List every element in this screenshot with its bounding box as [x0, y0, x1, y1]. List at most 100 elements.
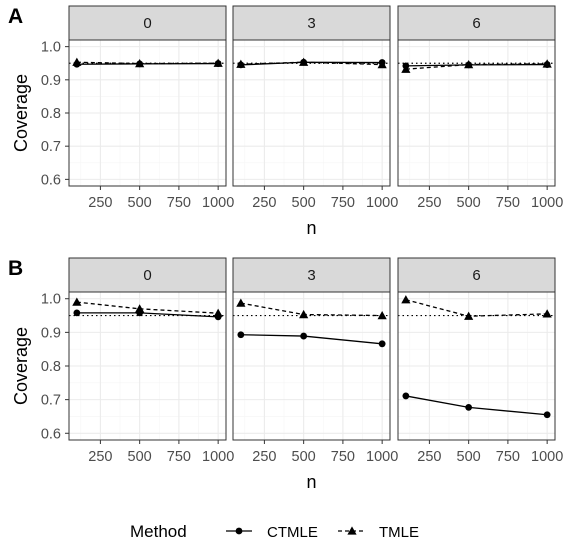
data-point-tmle	[236, 59, 246, 68]
x-tick-label: 750	[331, 195, 355, 211]
x-tick-label: 500	[457, 195, 481, 211]
x-tick-label: 250	[88, 449, 112, 465]
data-point-ctmle	[543, 411, 551, 419]
y-tick-label: 0.6	[41, 426, 61, 442]
data-point-ctmle	[465, 403, 473, 411]
facet-strip-label: 6	[472, 267, 480, 284]
facet-strip	[232, 257, 391, 293]
y-tick-label: 0.9	[41, 73, 61, 89]
x-tick-label: 250	[252, 195, 276, 211]
data-point-tmle	[213, 308, 223, 317]
facet-3: 3 250 500 750 1000	[232, 5, 398, 211]
x-tick-label: 1000	[202, 449, 234, 465]
x-tick-label: 750	[496, 195, 520, 211]
panel-tag-b: B	[8, 257, 23, 280]
facet-strip-label: 3	[307, 267, 315, 284]
x-tick-label: 750	[167, 195, 191, 211]
data-point-tmle	[464, 59, 474, 69]
data-point-tmle	[299, 309, 309, 319]
facet-strip	[68, 5, 227, 41]
y-tick-label: 1.0	[41, 40, 61, 56]
legend-key-marker-tmle	[347, 526, 357, 535]
facet-strip-label: 6	[472, 15, 480, 32]
facet-3: 3 250 500 750 1000	[232, 257, 398, 465]
y-axis-title: Coverage	[11, 74, 31, 152]
data-point-tmle	[464, 311, 474, 320]
data-point-tmle	[542, 59, 552, 68]
x-tick-label: 1000	[202, 195, 234, 211]
x-tick-label: 500	[292, 195, 316, 211]
data-point-tmle	[135, 58, 145, 68]
y-tick-label: 0.6	[41, 172, 61, 188]
data-point-tmle	[72, 57, 82, 66]
y-axis-title: Coverage	[11, 327, 31, 405]
x-tick-label: 500	[128, 449, 152, 465]
data-point-ctmle	[378, 340, 386, 348]
panel-border	[397, 39, 556, 187]
legend-title: Method	[130, 522, 187, 541]
panel-border	[68, 291, 227, 441]
x-tick-label: 500	[292, 449, 316, 465]
x-axis-title: n	[306, 218, 316, 238]
data-point-ctmle	[402, 392, 410, 400]
series-line-tmle	[405, 63, 548, 70]
data-point-ctmle	[237, 331, 245, 339]
x-tick-label: 1000	[366, 195, 398, 211]
series-line-tmle	[76, 61, 219, 65]
x-tick-label: 1000	[531, 195, 563, 211]
x-tick-label: 250	[417, 195, 441, 211]
data-point-ctmle	[73, 309, 81, 317]
y-tick-label: 0.9	[41, 325, 61, 341]
y-tick-label: 1.0	[41, 292, 61, 308]
legend: Method CTMLE TMLE	[130, 522, 419, 541]
facet-0: 0 250 500 750 1000	[68, 257, 234, 465]
panel-border	[232, 291, 391, 441]
data-point-tmle	[236, 298, 246, 307]
data-point-ctmle	[300, 332, 308, 340]
legend-key-ctmle	[226, 527, 252, 535]
y-tick-label: 0.7	[41, 139, 61, 155]
x-tick-label: 500	[128, 195, 152, 211]
data-point-tmle	[213, 58, 223, 67]
facet-strip	[232, 5, 391, 41]
y-tick-label: 0.7	[41, 393, 61, 409]
x-tick-label: 500	[457, 449, 481, 465]
x-tick-label: 250	[252, 449, 276, 465]
facet-strip	[68, 257, 227, 293]
x-tick-label: 250	[417, 449, 441, 465]
facet-0: 0 250 500 750 1000	[68, 5, 234, 211]
x-tick-label: 750	[331, 449, 355, 465]
y-tick-label: 0.8	[41, 106, 61, 122]
x-tick-label: 250	[88, 195, 112, 211]
legend-key-tmle	[338, 526, 366, 535]
facet-strip-label: 3	[307, 15, 315, 32]
data-point-tmle	[542, 309, 552, 318]
data-point-tmle	[299, 57, 309, 66]
facet-strip-label: 0	[143, 267, 151, 284]
legend-key-marker-ctmle	[235, 527, 243, 535]
series-line-tmle	[240, 61, 383, 66]
panel-tag-a: A	[8, 5, 23, 28]
panel-border	[397, 291, 556, 441]
x-tick-label: 1000	[366, 449, 398, 465]
data-point-tmle	[135, 304, 145, 313]
data-point-tmle	[401, 64, 411, 73]
x-tick-label: 750	[167, 449, 191, 465]
facet-6: 6 250 500 750 1000	[397, 257, 563, 465]
x-axis-title: n	[306, 472, 316, 492]
facet-strip	[397, 5, 556, 41]
legend-label-ctmle: CTMLE	[267, 524, 318, 541]
legend-label-tmle: TMLE	[379, 524, 419, 541]
x-tick-label: 1000	[531, 449, 563, 465]
facet-strip-label: 0	[143, 15, 151, 32]
x-tick-label: 750	[496, 449, 520, 465]
panel-border	[68, 39, 227, 187]
y-tick-label: 0.8	[41, 359, 61, 375]
data-point-tmle	[72, 297, 82, 306]
facet-6: 6 250 500 750 1000	[397, 5, 563, 211]
data-point-tmle	[377, 310, 387, 320]
data-point-tmle	[401, 295, 411, 304]
